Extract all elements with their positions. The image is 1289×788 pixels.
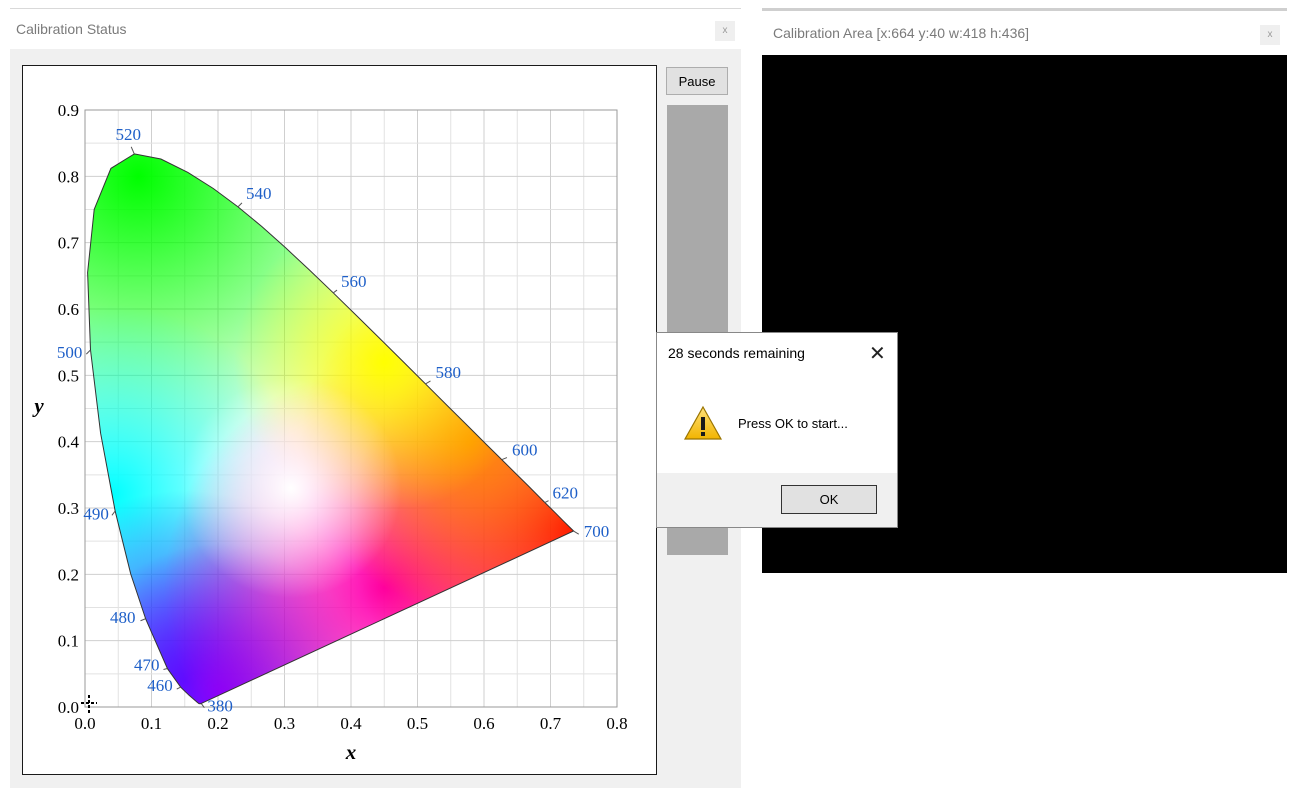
wavelength-tick [573,530,580,535]
wavelength-tick [130,146,135,154]
y-tick-label: 0.7 [58,234,80,253]
x-tick-label: 0.2 [207,714,228,733]
wavelength-label: 460 [147,676,173,695]
y-tick-label: 0.6 [58,300,79,319]
y-tick-label: 0.0 [58,698,79,717]
wavelength-tick [163,668,168,671]
wavelength-label: 540 [246,184,272,203]
x-tick-label: 0.8 [606,714,627,733]
wavelength-tick [544,500,549,504]
area-titlebar[interactable]: Calibration Area [x:664 y:40 w:418 h:436… [762,11,1287,55]
ok-button[interactable]: OK [781,485,877,514]
x-tick-label: 0.5 [407,714,428,733]
y-tick-label: 0.9 [58,101,79,120]
wavelength-tick [332,289,338,294]
countdown-dialog: 28 seconds remaining ✕ Press OK to start… [656,332,898,528]
x-tick-label: 0.4 [340,714,362,733]
wavelength-tick [85,349,91,355]
pause-button[interactable]: Pause [666,67,728,95]
plot-border [84,109,618,708]
wavelength-tick [111,511,116,516]
status-window-title: Calibration Status [16,21,127,37]
cie-chart-frame: 380 460 470 480 490 500 520 540 560 580 600 620 700 0… [22,65,657,775]
wavelength-tick [176,686,181,690]
wavelength-label: 480 [110,608,136,627]
x-tick-label: 0.7 [540,714,562,733]
y-axis-title: y [31,394,44,418]
wavelength-label: 500 [57,343,83,362]
dialog-footer: OK [657,473,897,527]
wavelength-label: 700 [584,522,610,541]
dialog-message: Press OK to start... [738,416,848,431]
x-tick-label: 0.1 [141,714,162,733]
status-titlebar[interactable]: Calibration Status x [10,9,741,49]
x-tick-label: 0.0 [74,714,95,733]
wavelength-tick [140,618,146,622]
wavelength-tick [237,202,243,208]
wavelength-tick [200,703,205,708]
wavelength-label: 600 [512,441,537,460]
dialog-close-button[interactable]: ✕ [869,343,886,365]
area-window-title: Calibration Area [x:664 y:40 w:418 h:436… [773,25,1030,41]
warning-icon [683,405,723,440]
x-axis-title: x [345,740,357,764]
wavelength-label: 470 [134,656,160,675]
calibration-status-window: Calibration Status x 380 460 470 480 490 500 5… [10,8,741,788]
area-close-button[interactable]: x [1260,25,1280,45]
wavelength-label: 380 [207,697,233,716]
y-tick-label: 0.1 [58,632,79,651]
y-tick-label: 0.4 [58,433,80,452]
wavelength-tick [501,457,508,461]
wavelength-label: 520 [115,125,141,144]
y-tick-label: 0.2 [58,565,79,584]
wavelength-tick [425,380,431,385]
wavelength-label: 560 [341,272,367,291]
wavelength-label: 490 [83,504,109,523]
y-tick-label: 0.8 [58,167,79,186]
status-close-button[interactable]: x [715,21,735,41]
x-tick-label: 0.6 [473,714,494,733]
dialog-title: 28 seconds remaining [668,345,805,361]
wavelength-label: 580 [435,363,461,382]
y-tick-label: 0.5 [58,366,79,385]
wavelength-label: 620 [553,484,579,503]
y-tick-label: 0.3 [58,499,79,518]
spectral-locus-outline [87,153,575,705]
x-tick-label: 0.3 [274,714,295,733]
